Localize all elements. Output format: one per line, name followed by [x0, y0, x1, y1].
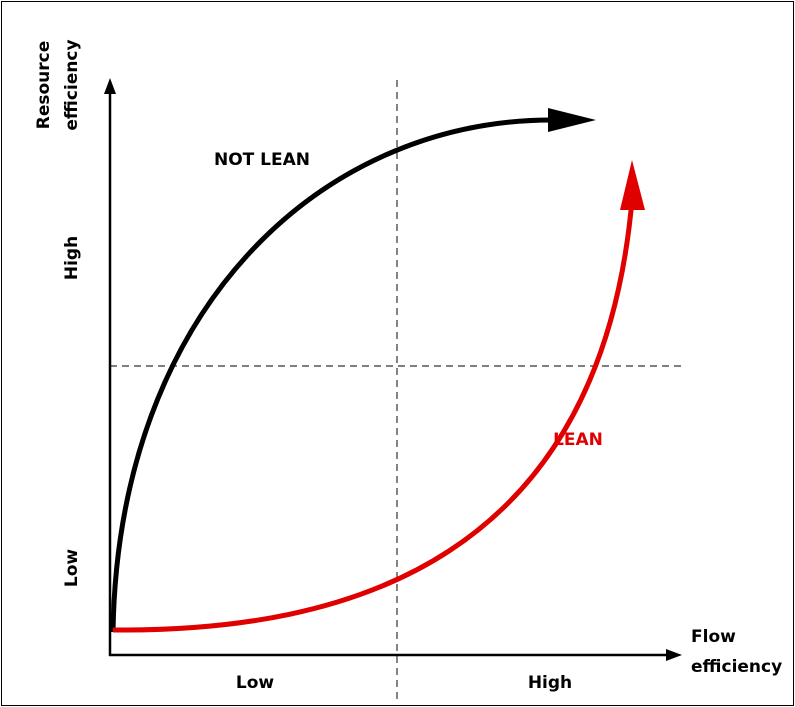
not-lean-label: NOT LEAN [214, 150, 310, 170]
lean-label: LEAN [553, 430, 603, 450]
not-lean-curve [110, 117, 553, 633]
y-axis-arrow [104, 78, 116, 94]
not-lean-arrow [548, 108, 596, 132]
x-high-label: High [528, 673, 572, 693]
x-axis-title: efficiency [691, 657, 782, 677]
lean-arrow [620, 160, 645, 210]
y-axis-title: Resource [34, 41, 54, 130]
x-low-label: Low [236, 673, 275, 693]
y-high-label: High [62, 236, 82, 280]
y-low-label: Low [62, 549, 82, 588]
x-axis-arrow [666, 649, 682, 661]
x-axis-title: Flow [691, 627, 736, 647]
lean-curve [112, 199, 635, 633]
y-axis-title: efficiency [62, 39, 82, 130]
